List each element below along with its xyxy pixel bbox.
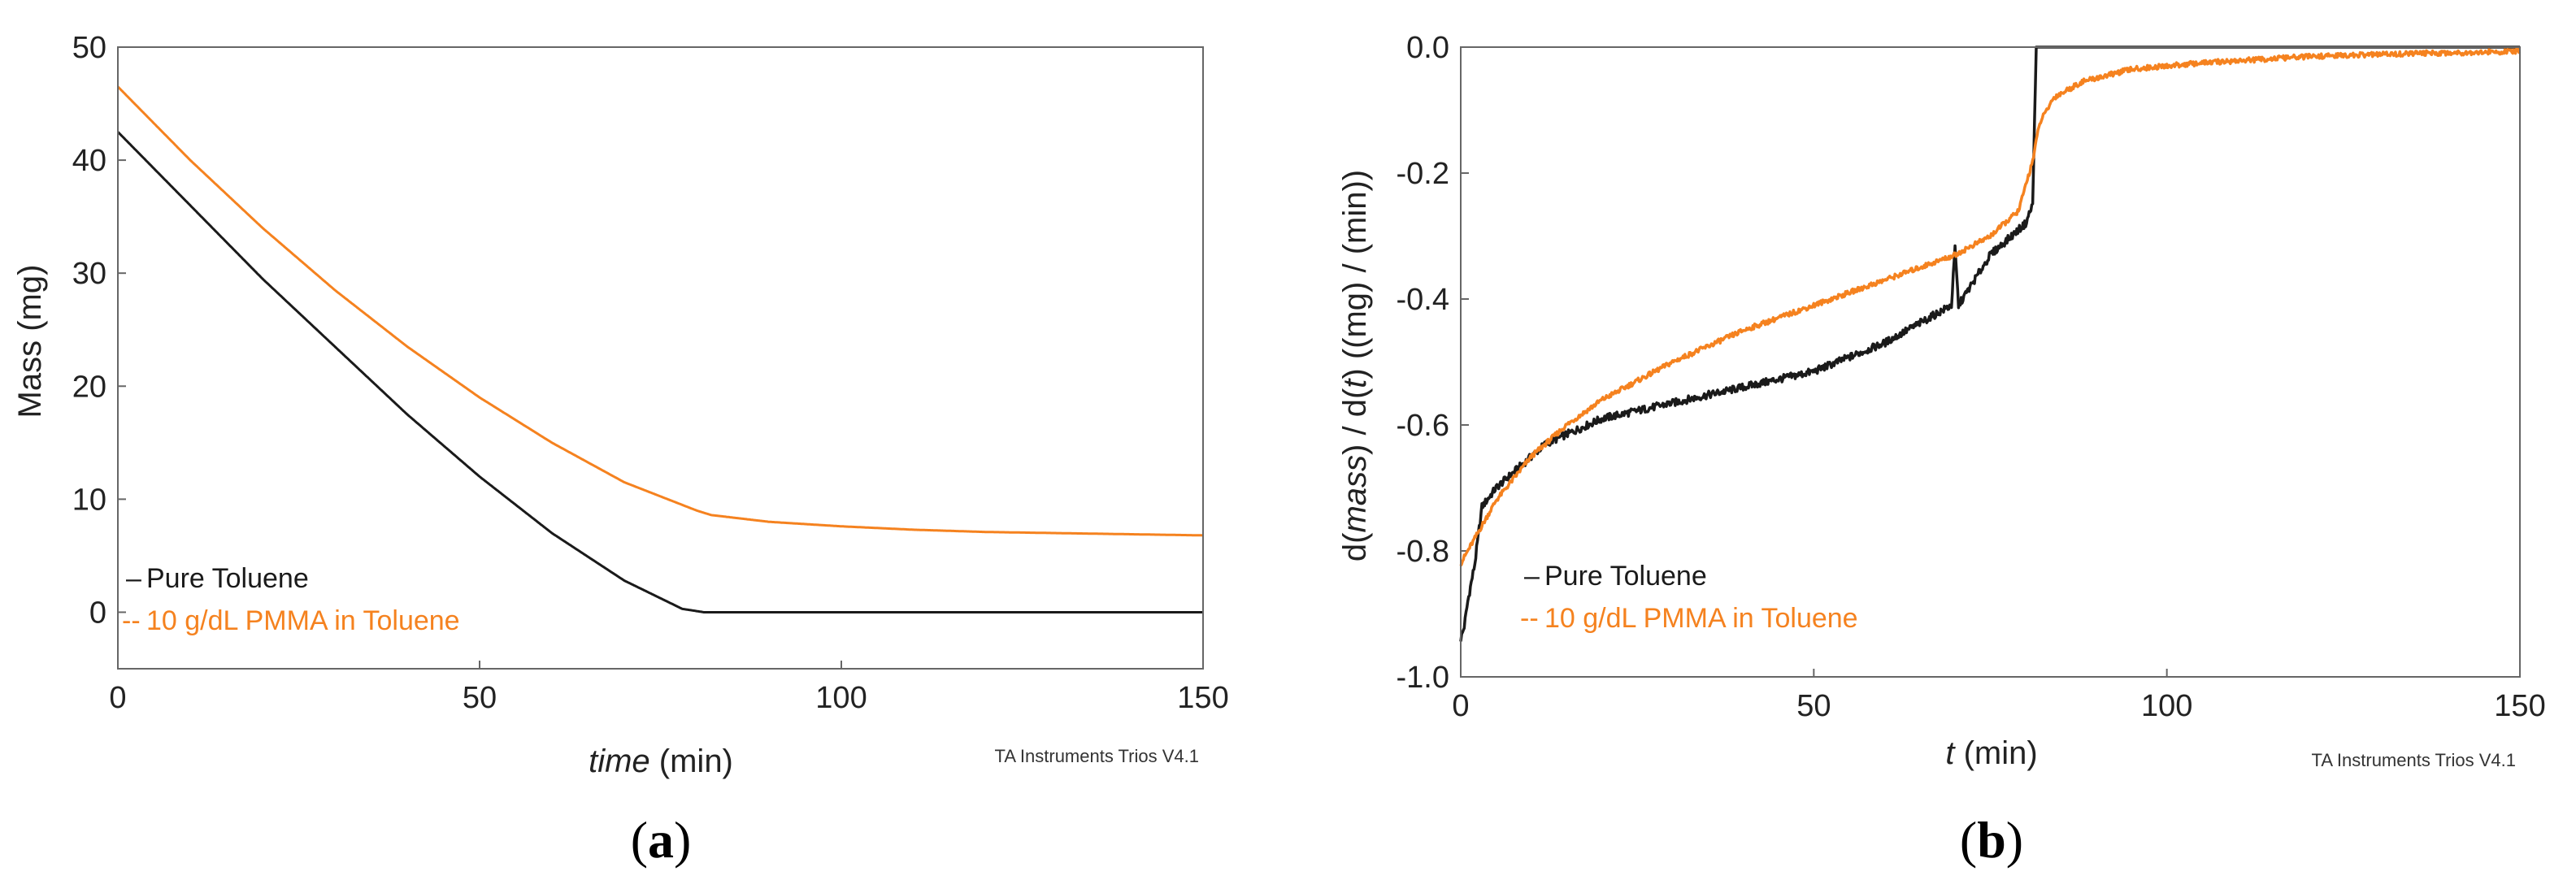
chart-b-ytick-label: -0.6 (1397, 409, 1449, 443)
chart-a-xlabel: time (min) (589, 743, 733, 779)
chart-a-ylabel: Mass (mg) (12, 265, 48, 418)
chart-a-ytick-label: 0 (89, 596, 106, 630)
chart-a-legend: – Pure Toluene -- 10 g/dL PMMA in Toluen… (122, 563, 460, 636)
chart-b-legend-entry-pure: – Pure Toluene (1524, 561, 1707, 592)
chart-b-frame (1460, 46, 2521, 678)
chart-a-xtick-label: 100 (815, 681, 867, 715)
chart-a-legend-pure-marker: – (126, 563, 141, 594)
chart-a-xlabel-unit: (min) (650, 743, 733, 779)
chart-b-ytick-label: -0.2 (1397, 157, 1449, 191)
chart-a-panel-label: (a) (631, 811, 692, 869)
chart-a-series-pmma-line (116, 85, 1204, 537)
chart-b: d(mass) / d(t) ((mg) / (min)) -1.0 -0.8 -0… (1337, 31, 2546, 869)
chart-b-legend-pure-label: Pure Toluene (1544, 561, 1707, 592)
chart-b-xtick-label: 50 (1796, 689, 1831, 723)
chart-b-xlabel-var: t (1945, 735, 1956, 771)
chart-a-ytick-label: 20 (72, 370, 106, 404)
chart-b-series-pmma-line (1459, 47, 2522, 567)
chart-b-legend: – Pure Toluene -- 10 g/dL PMMA in Toluen… (1520, 561, 1858, 634)
chart-b-legend-pmma-marker: -- (1520, 603, 1539, 634)
chart-b-xlabel: t (min) (1945, 735, 2037, 771)
chart-a-ytick-label: 30 (72, 257, 106, 291)
chart-b-legend-pure-marker: – (1524, 561, 1540, 592)
chart-b-xtick-label: 150 (2494, 689, 2545, 723)
chart-a-xtick-label: 150 (1177, 681, 1228, 715)
chart-a-xtick-label: 0 (109, 681, 126, 715)
chart-a-legend-pmma-label: 10 g/dL PMMA in Toluene (146, 605, 460, 636)
chart-b-yticks: -1.0 -0.8 -0.6 -0.4 -0.2 0.0 (1397, 31, 1469, 695)
chart-a-ytick-label: 40 (72, 144, 106, 178)
chart-a-ytick-label: 10 (72, 483, 106, 517)
chart-a-xtick-label: 50 (463, 681, 497, 715)
chart-b-ytick-label: -1.0 (1397, 661, 1449, 695)
chart-a-series (116, 85, 1204, 613)
chart-a-frame (117, 46, 1204, 670)
chart-b-xtick-label: 100 (2141, 689, 2192, 723)
chart-a-series-pure-toluene-line (116, 131, 1204, 613)
chart-a-legend-entry-pmma: -- 10 g/dL PMMA in Toluene (122, 605, 460, 636)
chart-a-ytick-label: 50 (72, 31, 106, 65)
chart-b-xtick-label: 0 (1452, 689, 1469, 723)
chart-b-series-pure-toluene-line (1459, 46, 2521, 642)
chart-a: Mass (mg) 0 10 20 30 40 50 0 50 100 150 – Pure T… (12, 31, 1229, 869)
chart-b-credit: TA Instruments Trios V4.1 (2312, 750, 2516, 770)
chart-b-legend-pmma-label: 10 g/dL PMMA in Toluene (1544, 603, 1858, 634)
chart-b-ytick-label: -0.8 (1397, 535, 1449, 569)
chart-b-ytick-label: -0.4 (1397, 283, 1449, 317)
chart-a-credit: TA Instruments Trios V4.1 (995, 746, 1199, 766)
chart-b-xticks: 0 50 100 150 (1452, 669, 2546, 723)
chart-a-xlabel-var: time (589, 743, 650, 779)
chart-b-xlabel-unit: (min) (1954, 735, 2037, 771)
chart-a-legend-pmma-marker: -- (122, 605, 141, 636)
chart-a-yticks: 0 10 20 30 40 50 (72, 31, 126, 630)
chart-b-legend-entry-pmma: -- 10 g/dL PMMA in Toluene (1520, 603, 1858, 634)
chart-b-ytick-label: 0.0 (1406, 31, 1449, 65)
chart-b-series (1459, 46, 2522, 642)
chart-b-ylabel: d(mass) / d(t) ((mg) / (min)) (1337, 170, 1373, 561)
chart-a-legend-entry-pure: – Pure Toluene (126, 563, 309, 594)
chart-a-legend-pure-label: Pure Toluene (146, 563, 309, 594)
chart-b-panel-label: (b) (1960, 811, 2023, 869)
